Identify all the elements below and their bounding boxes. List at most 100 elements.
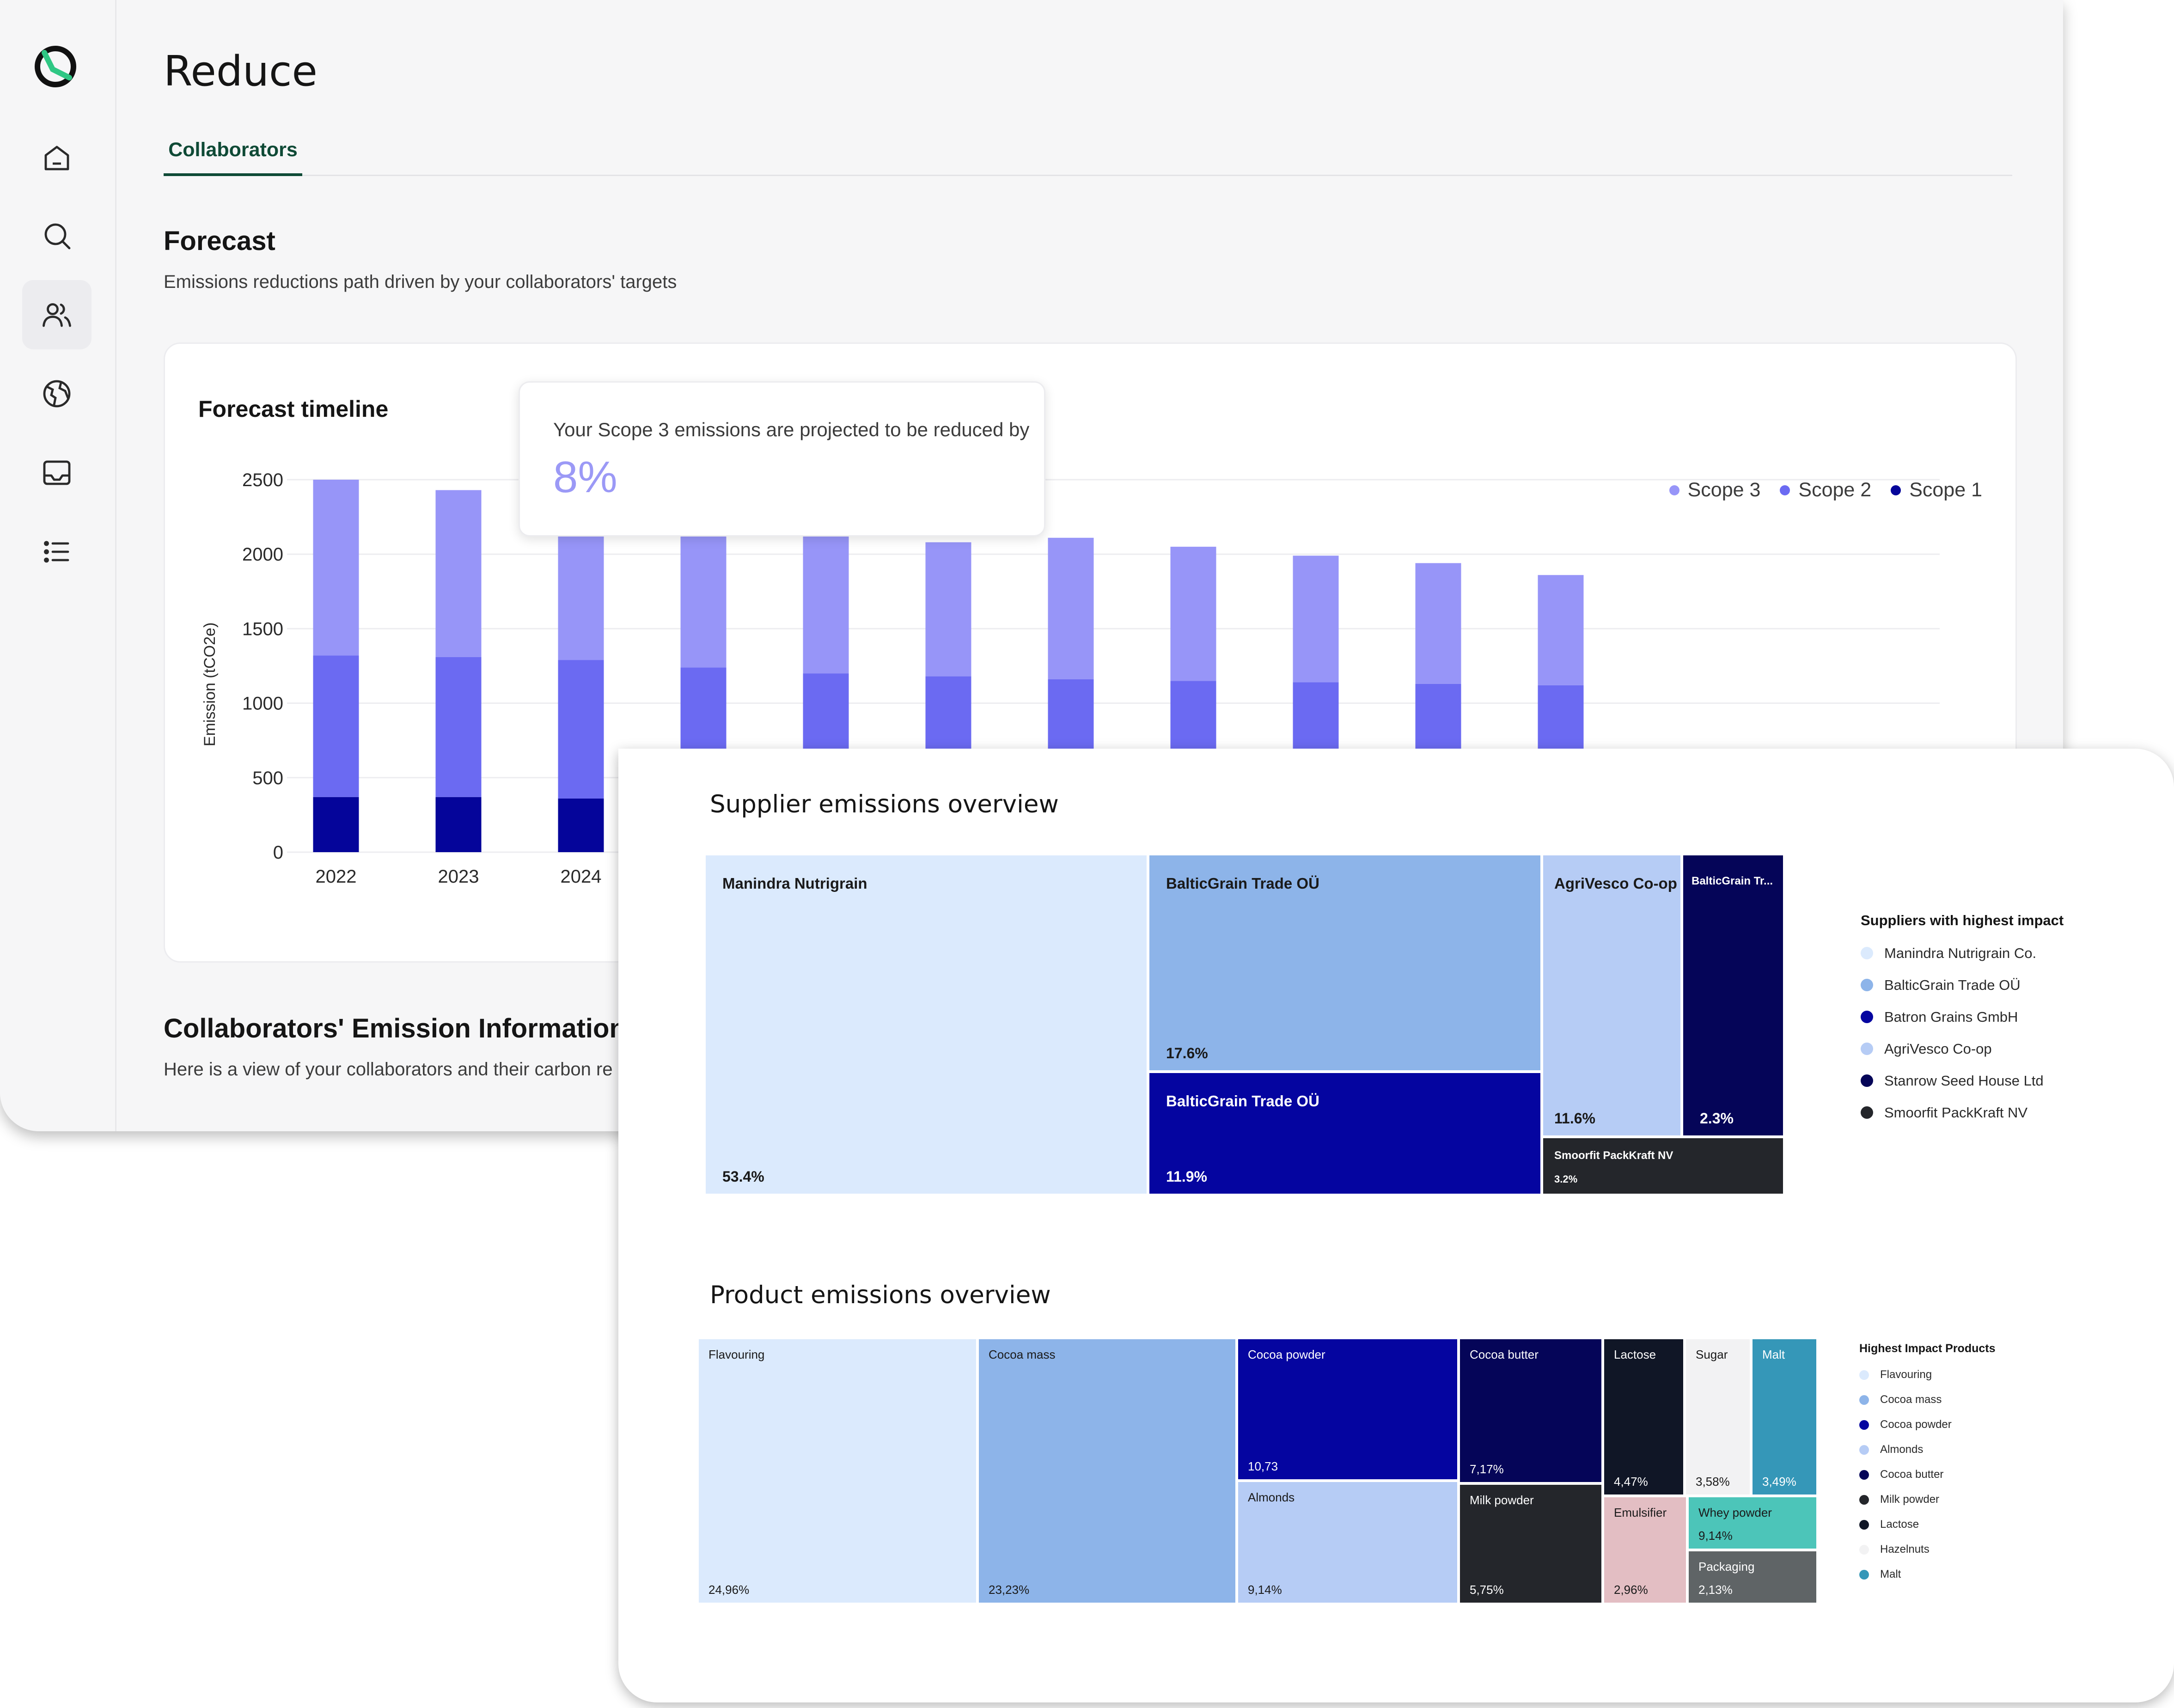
- legend-dot: [1859, 1420, 1869, 1430]
- sidebar-item-globe[interactable]: [22, 359, 92, 428]
- list-icon: [44, 541, 69, 563]
- cell-percent: 11.6%: [1554, 1110, 1595, 1127]
- product-legend-item[interactable]: Cocoa butter: [1859, 1462, 2164, 1487]
- product-legend-title: Highest Impact Products: [1859, 1342, 1996, 1355]
- bar-segment-scope-3: [680, 518, 727, 668]
- treemap-cell-product[interactable]: Sugar 3,58%: [1685, 1338, 1751, 1496]
- bar-segment-scope-2: [435, 657, 482, 797]
- legend-dot: [1861, 947, 1873, 959]
- product-legend-item[interactable]: Hazelnuts: [1859, 1537, 2164, 1562]
- product-legend-item[interactable]: Lactose: [1859, 1512, 2164, 1537]
- legend-item-scope-3[interactable]: Scope 3: [1669, 479, 1760, 501]
- legend-dot: [1861, 1074, 1873, 1087]
- cell-label: BalticGrain Trade OÜ: [1166, 875, 1319, 892]
- treemap-cell-supplier[interactable]: Smoorfit PackKraft NV 3.2%: [1542, 1137, 1784, 1195]
- product-legend-item[interactable]: Flavouring: [1859, 1362, 2164, 1387]
- supplier-legend-item[interactable]: Batron Grains GmbH: [1861, 1001, 2166, 1033]
- legend-dot: [1859, 1569, 1869, 1580]
- bar-segment-scope-2: [558, 660, 604, 799]
- product-legend-item[interactable]: Almonds: [1859, 1437, 2164, 1462]
- supplier-treemap: Manindra Nutrigrain 53.4% BalticGrain Tr…: [704, 854, 1797, 1195]
- cell-label: BalticGrain Tr...: [1692, 875, 1773, 887]
- supplier-legend-item[interactable]: Manindra Nutrigrain Co.: [1861, 937, 2166, 969]
- cell-label: Cocoa butter: [1470, 1348, 1539, 1361]
- treemap-cell-supplier[interactable]: BalticGrain Trade OÜ 11.9%: [1148, 1072, 1542, 1195]
- cell-percent: 7,17%: [1470, 1462, 1504, 1476]
- legend-item-scope-2[interactable]: Scope 2: [1780, 479, 1871, 501]
- legend-dot: [1859, 1470, 1869, 1480]
- bar-segment-scope-1: [313, 797, 359, 852]
- treemap-cell-product[interactable]: Cocoa mass 23,23%: [977, 1338, 1237, 1604]
- bar-segment-scope-3: [1293, 555, 1339, 683]
- treemap-cell-product[interactable]: Packaging 2,13%: [1687, 1550, 1818, 1604]
- treemap-cell-supplier[interactable]: BalticGrain Tr... 2.3%: [1682, 854, 1784, 1137]
- treemap-cell-product[interactable]: Cocoa powder 10,73: [1237, 1338, 1459, 1481]
- treemap-cell-supplier[interactable]: AgriVesco Co-op 11.6%: [1542, 854, 1682, 1137]
- treemap-cell-product[interactable]: Whey powder 9,14%: [1687, 1496, 1818, 1550]
- y-axis-label: Emission (tCO2e): [201, 622, 219, 746]
- legend-dot: [1859, 1445, 1869, 1455]
- product-legend-item[interactable]: Cocoa mass: [1859, 1387, 2164, 1412]
- sidebar-item-home[interactable]: [22, 123, 92, 193]
- cell-label: AgriVesco Co-op: [1554, 875, 1677, 892]
- users-icon: [43, 303, 71, 327]
- cell-percent: 11.9%: [1166, 1168, 1207, 1185]
- y-tick-label: 500: [252, 768, 283, 788]
- page-title: Reduce: [164, 47, 318, 96]
- bar-segment-scope-3: [925, 542, 971, 677]
- bar-segment-scope-3: [1415, 563, 1461, 684]
- emissions-overview-window: Supplier emissions overview Manindra Nut…: [618, 749, 2174, 1702]
- legend-label: Stanrow Seed House Ltd: [1884, 1072, 2044, 1089]
- legend-label: Manindra Nutrigrain Co.: [1884, 945, 2037, 961]
- chart-title: Forecast timeline: [198, 396, 389, 422]
- tooltip-value: 8%: [553, 452, 617, 502]
- sidebar-item-inbox[interactable]: [22, 438, 92, 507]
- product-legend-item[interactable]: Cocoa powder: [1859, 1412, 2164, 1437]
- treemap-cell-product[interactable]: Malt 3,49%: [1751, 1338, 1818, 1496]
- tooltip-text: Your Scope 3 emissions are projected to …: [553, 419, 1030, 440]
- legend-label: Cocoa butter: [1880, 1468, 1944, 1481]
- supplier-legend-item[interactable]: Stanrow Seed House Ltd: [1861, 1065, 2166, 1097]
- product-legend: Highest Impact Products Flavouring Cocoa …: [1859, 1342, 2164, 1587]
- supplier-legend-item[interactable]: AgriVesco Co-op: [1861, 1033, 2166, 1065]
- sidebar-item-search[interactable]: [22, 201, 92, 270]
- legend-item-scope-1[interactable]: Scope 1: [1891, 479, 1982, 501]
- supplier-legend-item[interactable]: BalticGrain Trade OÜ: [1861, 969, 2166, 1001]
- treemap-cell-product[interactable]: Emulsifier 2,96%: [1603, 1496, 1687, 1604]
- supplier-legend-item[interactable]: Smoorfit PackKraft NV: [1861, 1097, 2166, 1128]
- legend-label: Almonds: [1880, 1443, 1924, 1456]
- cell-label: Manindra Nutrigrain: [722, 875, 867, 892]
- logo-icon[interactable]: [31, 42, 80, 92]
- collaborators-subtitle: Here is a view of your collaborators and…: [164, 1059, 613, 1080]
- cell-label: Flavouring: [708, 1348, 765, 1361]
- treemap-cell-product[interactable]: Almonds 9,14%: [1237, 1481, 1459, 1604]
- tabs-divider: [164, 175, 2012, 176]
- y-tick-label: 2500: [242, 470, 283, 490]
- treemap-cell-product[interactable]: Flavouring 24,96%: [697, 1338, 977, 1604]
- inbox-icon: [43, 460, 71, 485]
- sidebar-item-list[interactable]: [22, 517, 92, 586]
- tab-collaborators[interactable]: Collaborators: [164, 136, 302, 176]
- cell-percent: 10,73: [1248, 1459, 1278, 1473]
- treemap-cell-product[interactable]: Lactose 4,47%: [1603, 1338, 1685, 1496]
- cell-label: Whey powder: [1698, 1506, 1772, 1519]
- product-legend-item[interactable]: Milk powder: [1859, 1487, 2164, 1512]
- product-treemap: Flavouring 24,96% Cocoa mass 23,23% Coco…: [697, 1338, 1818, 1604]
- product-legend-item[interactable]: Malt: [1859, 1562, 2164, 1587]
- cell-percent: 3.2%: [1554, 1173, 1578, 1185]
- treemap-cell-supplier[interactable]: BalticGrain Trade OÜ 17.6%: [1148, 854, 1542, 1072]
- bar-segment-scope-3: [1538, 575, 1584, 685]
- legend-label: Scope 2: [1798, 479, 1872, 501]
- treemap-cell-product[interactable]: Cocoa butter 7,17%: [1459, 1338, 1603, 1483]
- legend-dot: [1859, 1395, 1869, 1405]
- supplier-overview-title: Supplier emissions overview: [710, 790, 1059, 818]
- treemap-cell-product[interactable]: Milk powder 5,75%: [1459, 1483, 1603, 1604]
- y-tick-label: 1500: [242, 619, 283, 639]
- legend-dot: [1780, 485, 1790, 495]
- treemap-cell-supplier[interactable]: Manindra Nutrigrain 53.4%: [704, 854, 1148, 1195]
- y-tick-label: 2000: [242, 544, 283, 565]
- legend-dot: [1861, 1011, 1873, 1023]
- legend-dot: [1861, 1043, 1873, 1055]
- sidebar-item-collaborators[interactable]: [22, 280, 92, 349]
- x-tick-label: 2024: [561, 866, 602, 887]
